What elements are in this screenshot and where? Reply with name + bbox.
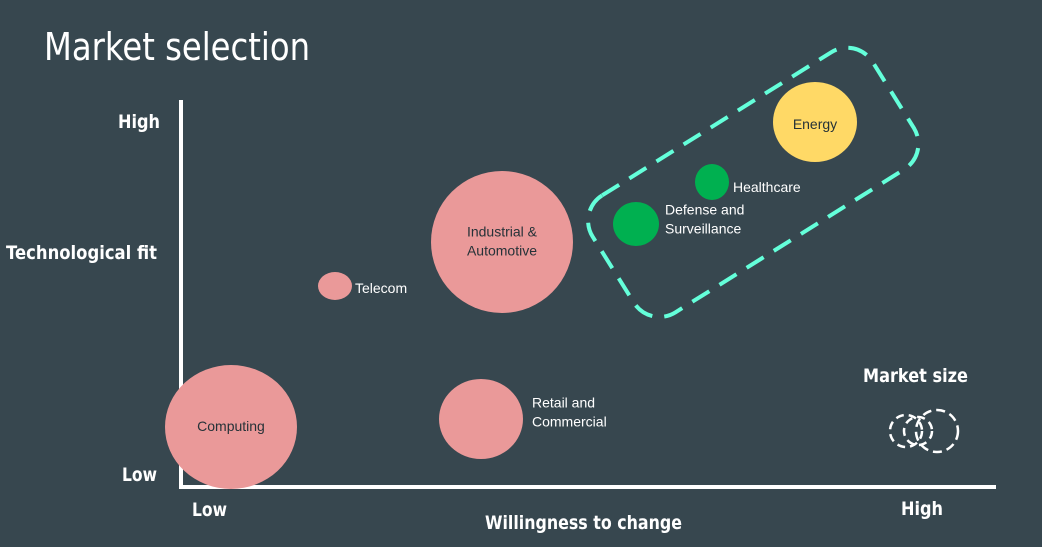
bubble-label-healthcare: Healthcare	[733, 179, 801, 195]
market-bubbles: Computing Industrial & Automotive Retail an…	[165, 82, 857, 489]
x-axis-high-label: High	[901, 498, 943, 520]
bubble-label-telecom: Telecom	[355, 280, 407, 296]
bubble-label-defense-and-surveillance: Defense and	[665, 202, 744, 218]
bubble-defense-and-surveillance	[613, 202, 659, 246]
bubble-energy	[773, 82, 857, 162]
x-axis-title: Willingness to change	[485, 512, 682, 534]
y-axis-high-label: High	[118, 111, 160, 133]
slide-title: Market selection	[44, 25, 310, 69]
bubble-label-retail-and-commercial: Commercial	[532, 414, 607, 430]
bubble-computing	[165, 365, 297, 489]
bubble-label-computing: Computing	[197, 418, 265, 434]
y-axis-low-label: Low	[122, 464, 157, 486]
selected-markets-highlight	[586, 45, 921, 319]
bubble-telecom	[318, 272, 352, 300]
bubble-label-energy: Energy	[793, 116, 837, 132]
bubble-label-industrial-automotive: Automotive	[467, 243, 537, 259]
bubble-industrial-automotive	[431, 171, 573, 313]
bubble-label-defense-and-surveillance: Surveillance	[665, 221, 741, 237]
y-axis-title: Technological fit	[6, 242, 157, 264]
legend-title: Market size	[863, 365, 968, 387]
bubble-label-industrial-automotive: Industrial &	[467, 224, 538, 240]
market-size-legend-icon	[888, 408, 960, 454]
x-axis-low-label: Low	[192, 499, 227, 521]
bubble-retail-and-commercial	[439, 379, 523, 459]
bubble-healthcare	[695, 164, 729, 200]
bubble-label-retail-and-commercial: Retail and	[532, 395, 595, 411]
